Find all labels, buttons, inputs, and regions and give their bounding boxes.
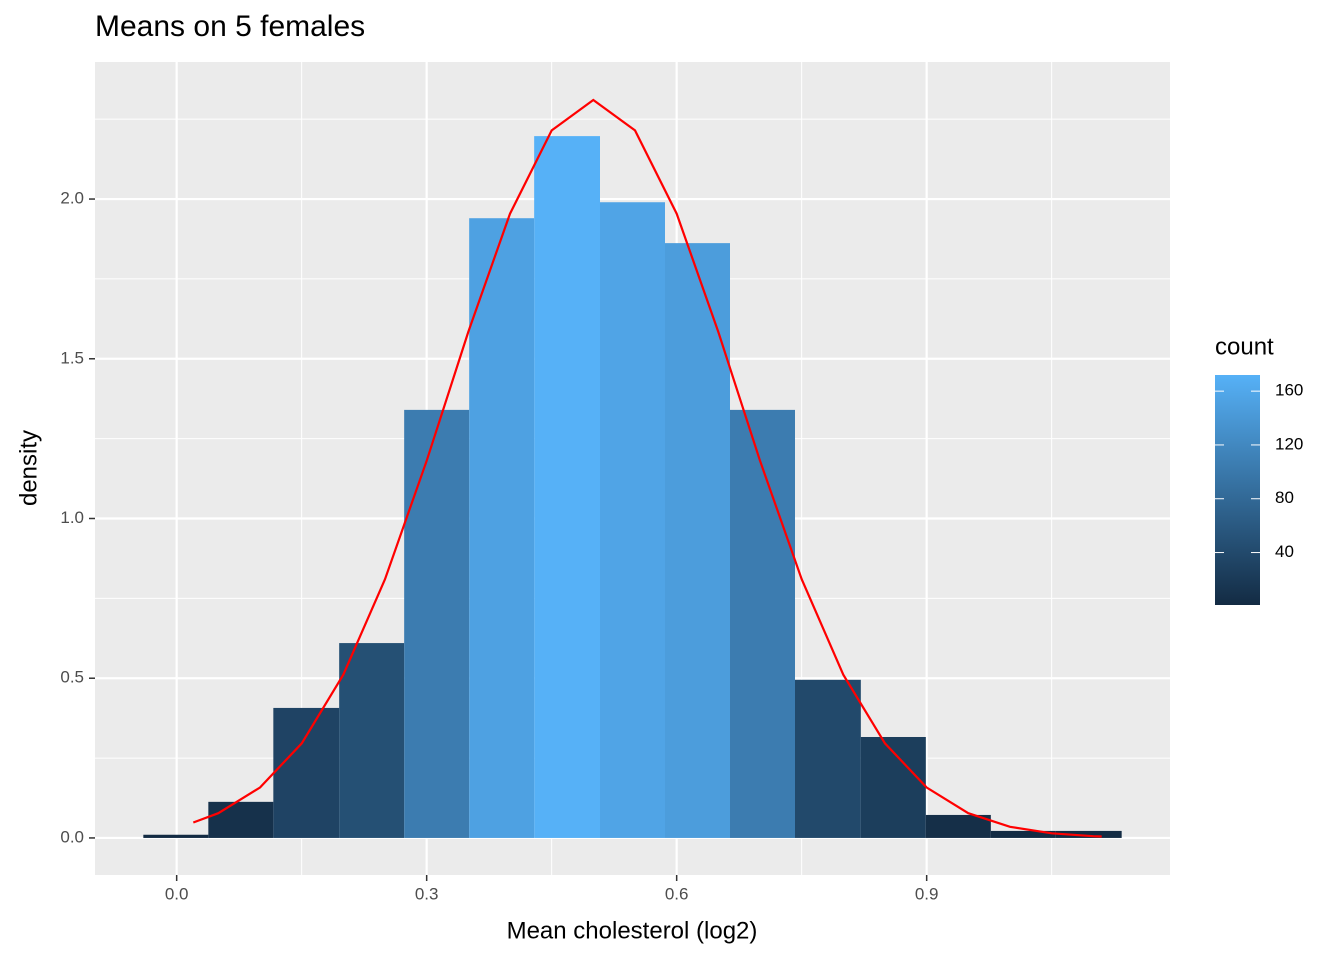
chart-title: Means on 5 females <box>95 10 365 43</box>
legend-tick-label: 160 <box>1275 381 1303 400</box>
x-tick-label: 0.6 <box>665 884 689 903</box>
bar <box>925 814 991 838</box>
bar <box>208 801 274 838</box>
y-tick-label: 0.0 <box>60 827 84 846</box>
bar <box>860 736 926 838</box>
legend-tick-label: 40 <box>1275 542 1294 561</box>
bar <box>469 218 535 838</box>
bar <box>404 409 470 838</box>
legend-title: count <box>1215 333 1274 360</box>
x-axis-label: Mean cholesterol (log2) <box>507 917 758 944</box>
bar <box>795 679 861 838</box>
y-axis-label: density <box>15 430 42 506</box>
x-tick-label: 0.3 <box>415 884 439 903</box>
bar <box>273 707 340 838</box>
colorbar <box>1215 375 1260 605</box>
bar <box>143 834 209 838</box>
bar <box>339 643 405 838</box>
bar <box>1055 830 1122 838</box>
legend-tick-label: 120 <box>1275 434 1303 453</box>
y-tick-label: 0.5 <box>60 668 84 687</box>
x-tick-label: 0.9 <box>915 884 939 903</box>
y-tick-label: 1.5 <box>60 348 84 367</box>
bar <box>534 136 600 838</box>
bar <box>990 830 1056 838</box>
x-tick-label: 0.0 <box>165 884 189 903</box>
y-tick-label: 2.0 <box>60 189 84 208</box>
bar <box>600 202 665 838</box>
bar <box>730 409 795 838</box>
y-tick-label: 1.0 <box>60 508 84 527</box>
density-curve <box>192 98 1102 838</box>
bar <box>665 243 730 838</box>
legend-tick-label: 80 <box>1275 488 1294 507</box>
